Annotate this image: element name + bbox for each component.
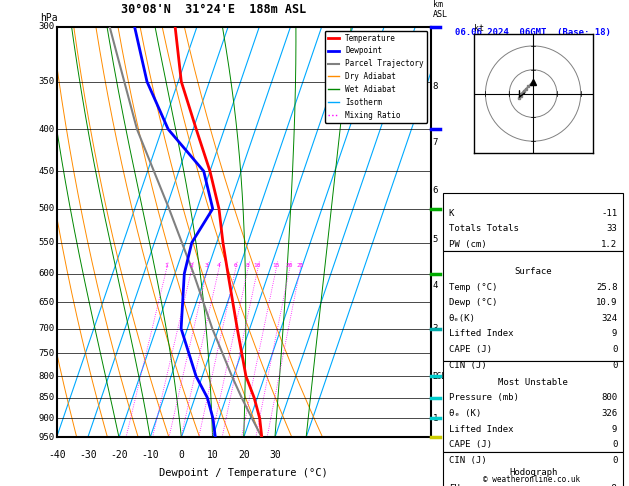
Text: 500: 500 xyxy=(38,204,55,213)
Text: Most Unstable: Most Unstable xyxy=(498,378,568,387)
Text: 600: 600 xyxy=(38,269,55,278)
Text: -10: -10 xyxy=(142,450,159,460)
Text: 900: 900 xyxy=(38,414,55,423)
Text: 6: 6 xyxy=(433,186,438,195)
Text: Hodograph: Hodograph xyxy=(509,468,557,477)
Text: 1.2: 1.2 xyxy=(601,240,617,249)
Text: 450: 450 xyxy=(38,167,55,175)
Text: 950: 950 xyxy=(38,433,55,442)
Text: -30: -30 xyxy=(79,450,97,460)
Text: -11: -11 xyxy=(601,208,617,218)
Text: km
ASL: km ASL xyxy=(433,0,448,18)
Text: 33: 33 xyxy=(606,224,617,233)
Text: CAPE (J): CAPE (J) xyxy=(449,345,492,354)
Text: 4: 4 xyxy=(433,281,438,290)
Text: 8: 8 xyxy=(246,263,250,268)
Text: Temp (°C): Temp (°C) xyxy=(449,282,497,292)
Text: 0: 0 xyxy=(612,361,617,370)
Text: 0: 0 xyxy=(612,345,617,354)
Text: 2: 2 xyxy=(189,263,193,268)
Text: Totals Totals: Totals Totals xyxy=(449,224,519,233)
Text: 1: 1 xyxy=(164,263,168,268)
Text: θₑ(K): θₑ(K) xyxy=(449,314,476,323)
Text: 25.8: 25.8 xyxy=(596,282,617,292)
Text: 650: 650 xyxy=(38,298,55,307)
Text: 324: 324 xyxy=(601,314,617,323)
Text: Surface: Surface xyxy=(515,267,552,276)
Text: 10: 10 xyxy=(207,450,218,460)
Text: 750: 750 xyxy=(38,348,55,358)
Text: 30°08'N  31°24'E  188m ASL: 30°08'N 31°24'E 188m ASL xyxy=(121,3,306,17)
Text: 850: 850 xyxy=(38,393,55,402)
Text: 300: 300 xyxy=(38,22,55,31)
Text: 7: 7 xyxy=(433,138,438,147)
Text: 10.9: 10.9 xyxy=(596,298,617,307)
Text: θₑ (K): θₑ (K) xyxy=(449,409,481,418)
Text: 0: 0 xyxy=(612,440,617,449)
Text: Dewp (°C): Dewp (°C) xyxy=(449,298,497,307)
Text: Dewpoint / Temperature (°C): Dewpoint / Temperature (°C) xyxy=(159,468,328,478)
Text: 5: 5 xyxy=(433,235,438,244)
Text: 9: 9 xyxy=(612,425,617,434)
Text: 20: 20 xyxy=(286,263,293,268)
Text: 800: 800 xyxy=(38,372,55,381)
Text: © weatheronline.co.uk: © weatheronline.co.uk xyxy=(483,474,580,484)
Text: 800: 800 xyxy=(601,394,617,402)
Text: 15: 15 xyxy=(272,263,279,268)
Bar xyxy=(443,452,623,486)
Text: CIN (J): CIN (J) xyxy=(449,361,486,370)
Text: 10: 10 xyxy=(253,263,261,268)
Text: LCL: LCL xyxy=(433,372,447,381)
Bar xyxy=(443,362,623,452)
Text: 0: 0 xyxy=(179,450,184,460)
Text: 1: 1 xyxy=(433,414,438,423)
Text: 550: 550 xyxy=(38,238,55,247)
Text: 8: 8 xyxy=(433,82,438,91)
Text: 4: 4 xyxy=(216,263,220,268)
Text: 20: 20 xyxy=(238,450,250,460)
Text: EH: EH xyxy=(449,484,460,486)
Text: Mixing Ratio (g/kg): Mixing Ratio (g/kg) xyxy=(452,208,460,296)
Text: -20: -20 xyxy=(110,450,128,460)
Text: 0: 0 xyxy=(612,456,617,465)
Text: CIN (J): CIN (J) xyxy=(449,456,486,465)
Text: Pressure (mb): Pressure (mb) xyxy=(449,394,519,402)
Text: Lifted Index: Lifted Index xyxy=(449,330,513,338)
Legend: Temperature, Dewpoint, Parcel Trajectory, Dry Adiabat, Wet Adiabat, Isotherm, Mi: Temperature, Dewpoint, Parcel Trajectory… xyxy=(325,31,427,122)
Text: K: K xyxy=(449,208,454,218)
Text: CAPE (J): CAPE (J) xyxy=(449,440,492,449)
Text: PW (cm): PW (cm) xyxy=(449,240,486,249)
Text: 6: 6 xyxy=(233,263,237,268)
Text: kt: kt xyxy=(474,24,484,33)
Text: 3: 3 xyxy=(433,324,438,333)
Bar xyxy=(443,251,623,362)
Text: -8: -8 xyxy=(606,484,617,486)
Text: 400: 400 xyxy=(38,125,55,134)
Text: 25: 25 xyxy=(296,263,304,268)
Text: -40: -40 xyxy=(48,450,65,460)
Text: 06.06.2024  06GMT  (Base: 18): 06.06.2024 06GMT (Base: 18) xyxy=(455,28,611,36)
Text: Lifted Index: Lifted Index xyxy=(449,425,513,434)
Text: 2: 2 xyxy=(433,372,438,381)
Text: 700: 700 xyxy=(38,324,55,333)
Text: 30: 30 xyxy=(269,450,281,460)
Bar xyxy=(443,193,623,251)
Text: hPa: hPa xyxy=(40,13,57,23)
Text: 326: 326 xyxy=(601,409,617,418)
Text: 3: 3 xyxy=(205,263,209,268)
Text: 350: 350 xyxy=(38,77,55,86)
Text: 9: 9 xyxy=(612,330,617,338)
